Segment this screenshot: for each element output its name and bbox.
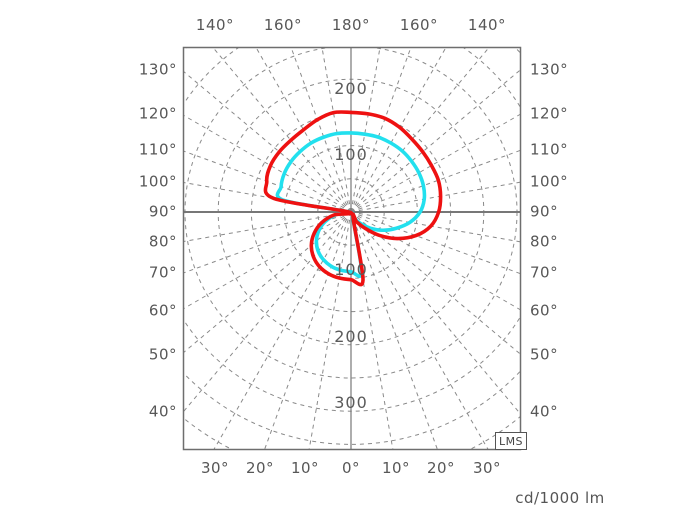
angle-label-bottom-3: 0° [341,459,361,477]
angle-label-left-5: 80° [148,232,177,251]
radial-scale-label-3: 200 [334,327,368,346]
distribution-curve-c90-c270 [275,131,427,278]
plot-border [182,46,522,451]
angle-label-left-6: 70° [148,263,177,282]
grid-spoke [213,211,352,450]
angle-label-bottom-5: 20° [426,459,456,477]
angle-label-right-8: 50° [530,345,559,364]
angle-label-bottom-2: 10° [290,459,320,477]
angle-label-left-1: 120° [138,104,177,123]
angle-label-left-9: 40° [148,402,177,421]
grid-spoke [350,211,394,450]
grid-spoke [350,211,521,243]
angle-label-right-4: 90° [530,202,559,221]
radial-scale-label-0: 200 [334,79,368,98]
grid-spoke [350,211,521,275]
angle-label-top-2: 180° [331,16,371,34]
grid-spoke [183,211,352,354]
angle-label-bottom-1: 20° [245,459,275,477]
angle-label-bottom-6: 30° [472,459,502,477]
angle-label-right-7: 60° [530,301,559,320]
angle-label-left-3: 100° [138,172,177,191]
grid-spoke [350,211,521,311]
grid-spoke [350,211,439,450]
angle-label-right-6: 70° [530,263,559,282]
angle-label-top-0: 140° [195,16,235,34]
units-label: cd/1000 lm [515,489,605,507]
angle-label-top-3: 160° [399,16,439,34]
grid-spoke [350,149,521,213]
angle-label-left-8: 50° [148,345,177,364]
distribution-curve-c0-c180 [263,110,443,287]
radial-scale-label-1: 100 [334,145,368,164]
angle-label-right-3: 100° [530,172,569,191]
angle-label-bottom-0: 30° [200,459,230,477]
axis-layer [183,47,521,450]
lms-watermark-badge: LMS [495,432,527,450]
angle-label-right-9: 40° [530,402,559,421]
radial-scale-label-4: 300 [334,393,368,412]
angle-label-left-7: 60° [148,301,177,320]
grid-spoke [183,211,352,413]
angle-label-left-2: 110° [138,140,177,159]
angle-label-left-4: 90° [148,202,177,221]
grid-spoke [350,211,521,416]
plot-border-rect [182,46,522,451]
angle-label-right-5: 80° [530,232,559,251]
radial-scale-label-2: 100 [334,260,368,279]
angle-label-top-4: 140° [467,16,507,34]
angle-label-right-2: 110° [530,140,569,159]
grid-spoke [263,211,352,450]
curve-layer [263,110,443,287]
angle-label-right-0: 130° [530,60,569,79]
angle-label-top-1: 160° [263,16,303,34]
angle-label-left-0: 130° [138,60,177,79]
angle-label-right-1: 120° [530,104,569,123]
angle-label-bottom-4: 10° [381,459,411,477]
grid-spoke [350,211,489,450]
grid-spoke [350,181,521,213]
